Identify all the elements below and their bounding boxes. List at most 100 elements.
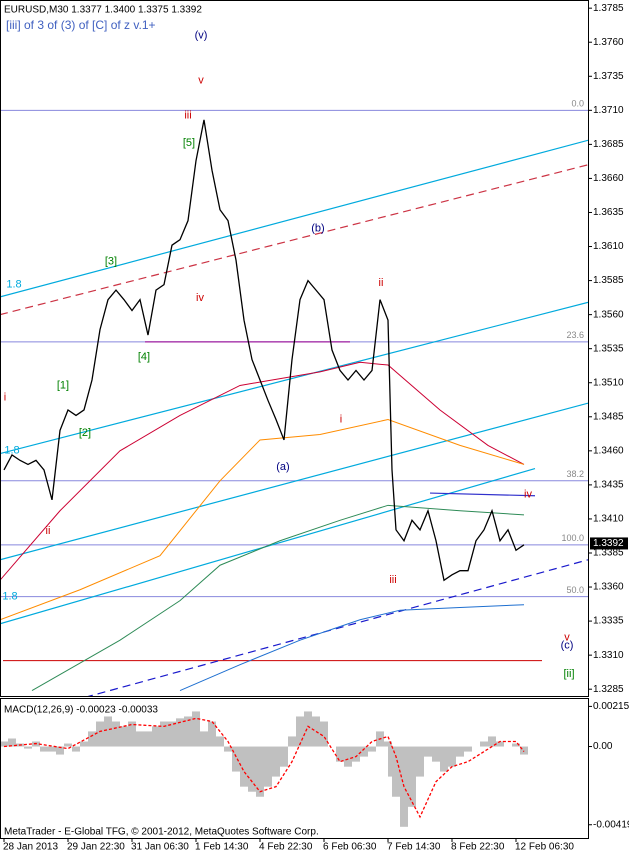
- wave-label: [1]: [57, 379, 69, 391]
- wave-label: iii: [389, 574, 396, 586]
- wave-label: (v): [195, 29, 208, 41]
- price-frame: [0, 0, 589, 697]
- x-tick-label: 1 Feb 14:30: [195, 842, 249, 853]
- x-tick-label: 7 Feb 14:30: [387, 842, 441, 853]
- y-tick-label: 1.3685: [593, 139, 624, 150]
- macd-plot: [0, 711, 528, 827]
- y-tick-label: 1.3485: [593, 411, 624, 422]
- macd-bar: [280, 746, 288, 767]
- trendline: [429, 492, 536, 497]
- wave-label: [2]: [79, 427, 91, 439]
- wave-label: ii: [46, 525, 51, 537]
- macd-bar: [496, 741, 504, 747]
- y-tick-label: 0.00: [593, 741, 613, 752]
- macd-bar: [64, 743, 72, 747]
- trendline: [87, 559, 588, 696]
- wave-label: [ii]: [564, 668, 575, 680]
- macd-bar: [464, 746, 472, 752]
- y-tick-label: 1.3560: [593, 309, 624, 320]
- y-tick-label: 0.00215: [593, 701, 629, 712]
- y-tick-label: -0.00419: [593, 819, 629, 830]
- macd-bar: [216, 736, 224, 747]
- level-label: 100.0: [561, 533, 584, 543]
- wave-label: iv: [196, 292, 204, 304]
- y-tick-label: 1.3785: [593, 3, 624, 14]
- macd-bar: [432, 746, 440, 762]
- x-tick-label: 12 Feb 06:30: [515, 842, 574, 853]
- macd-bar: [56, 746, 64, 755]
- macd-bar: [152, 726, 160, 747]
- macd-bar: [240, 746, 248, 787]
- macd-bar: [144, 731, 152, 747]
- macd-frame: [0, 698, 589, 839]
- level-label: 38.2: [566, 469, 584, 479]
- y-tick-label: 1.3760: [593, 37, 624, 48]
- macd-bar: [384, 741, 392, 747]
- x-tick-label: 8 Feb 22:30: [451, 842, 505, 853]
- macd-bar: [48, 746, 56, 752]
- wave-label: iv: [524, 488, 532, 500]
- price-line: [3, 119, 525, 582]
- wave-label: i: [340, 413, 342, 425]
- macd-bar: [248, 746, 256, 792]
- macd-bar: [224, 746, 232, 752]
- macd-bar: [352, 746, 360, 762]
- macd-bar: [288, 736, 296, 747]
- y-tick-label: 1.3435: [593, 480, 624, 491]
- macd-bar: [304, 711, 312, 747]
- macd-bar: [208, 721, 216, 747]
- wave-label: v: [198, 74, 204, 86]
- wave-label: (b): [311, 223, 324, 235]
- moving-average: [31, 504, 525, 691]
- macd-bar: [488, 736, 496, 747]
- macd-bar: [344, 746, 352, 767]
- macd-bar: [184, 716, 192, 747]
- macd-bar: [112, 721, 120, 747]
- macd-bar: [120, 726, 128, 747]
- y-tick-label: 1.3410: [593, 514, 624, 525]
- y-tick-label: 1.3310: [593, 650, 624, 661]
- moving-average: [179, 604, 525, 692]
- wave-label: 1.8: [2, 590, 17, 602]
- trendline: [0, 301, 588, 455]
- macd-bar: [176, 718, 184, 747]
- macd-bar: [320, 721, 328, 747]
- wave-label: (a): [276, 461, 289, 473]
- macd-bar: [368, 746, 376, 752]
- axes: 1.3285 1.3310 1.3335 1.3360 1.3385 1.3410 1.34…: [3, 3, 629, 853]
- chart-title: EURUSD,M30 1.3377 1.3400 1.3375 1.3392: [4, 5, 202, 16]
- y-tick-label: 1.3285: [593, 684, 624, 695]
- macd-bar: [0, 741, 8, 747]
- macd-bar: [104, 716, 112, 747]
- macd-bar: [168, 721, 176, 747]
- x-tick-label: 6 Feb 06:30: [323, 842, 377, 853]
- macd-bar: [24, 746, 32, 749]
- macd-bar: [192, 711, 200, 747]
- y-tick-label: 1.3460: [593, 445, 624, 456]
- macd-title: MACD(12,26,9) -0.00023 -0.00033: [4, 705, 158, 716]
- level-label: 23.6: [566, 330, 584, 340]
- x-tick-label: 29 Jan 22:30: [67, 842, 125, 853]
- y-tick-label: 1.3735: [593, 71, 624, 82]
- y-tick-label: 1.3635: [593, 207, 624, 218]
- last-price-box: [590, 537, 628, 550]
- macd-bar: [296, 716, 304, 747]
- wave-label: iii: [184, 110, 191, 122]
- y-tick-label: 1.3510: [593, 377, 624, 388]
- macd-bar: [360, 746, 368, 757]
- wave-label: [4]: [138, 351, 150, 363]
- wave-label: ii: [379, 277, 384, 289]
- macd-bar: [408, 746, 416, 807]
- trendline: [0, 164, 588, 316]
- wave-label: [5]: [183, 137, 195, 149]
- macd-bar: [72, 746, 80, 752]
- price-plot: 0.023.638.250.0100.0(v)viii[5](b)iv[3]ii…: [0, 29, 588, 696]
- macd-bar: [424, 746, 432, 757]
- macd-bar: [8, 738, 16, 747]
- chart-subtitle: [iii] of 3 of (3) of [C] of z v.1+: [6, 18, 156, 32]
- macd-bar: [88, 731, 96, 747]
- y-tick-label: 1.3535: [593, 343, 624, 354]
- last-price-label: 1.3392: [593, 538, 624, 549]
- macd-bar: [392, 746, 400, 797]
